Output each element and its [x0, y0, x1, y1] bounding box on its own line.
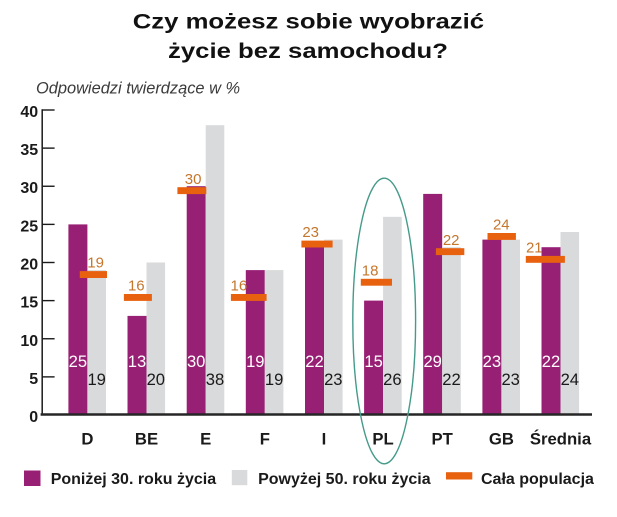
- svg-text:Cała populacja: Cała populacja: [481, 471, 594, 488]
- svg-text:19: 19: [87, 370, 105, 389]
- svg-text:16: 16: [128, 278, 145, 295]
- svg-text:22: 22: [542, 352, 560, 371]
- svg-text:24: 24: [493, 217, 510, 234]
- svg-text:20: 20: [20, 257, 38, 274]
- svg-text:GB: GB: [489, 429, 514, 448]
- svg-text:18: 18: [362, 262, 379, 279]
- svg-text:PT: PT: [432, 429, 454, 448]
- svg-text:I: I: [322, 429, 327, 448]
- svg-text:D: D: [81, 429, 93, 448]
- svg-text:19: 19: [87, 255, 104, 272]
- svg-text:PL: PL: [372, 429, 393, 448]
- svg-text:23: 23: [483, 352, 501, 371]
- svg-text:21: 21: [526, 240, 543, 257]
- svg-text:22: 22: [442, 370, 460, 389]
- svg-text:życie bez samochodu?: życie bez samochodu?: [168, 39, 448, 62]
- svg-text:E: E: [200, 429, 211, 448]
- svg-text:19: 19: [246, 352, 264, 371]
- svg-text:26: 26: [383, 370, 401, 389]
- svg-text:23: 23: [302, 224, 319, 241]
- svg-text:29: 29: [423, 352, 441, 371]
- svg-text:Czy możesz sobie wyobrazić: Czy możesz sobie wyobrazić: [133, 10, 484, 33]
- svg-text:Odpowiedzi twierdzące w %: Odpowiedzi twierdzące w %: [36, 79, 240, 97]
- svg-text:25: 25: [20, 218, 38, 235]
- svg-text:22: 22: [443, 232, 460, 249]
- svg-text:10: 10: [20, 333, 38, 350]
- svg-text:F: F: [260, 429, 270, 448]
- svg-text:24: 24: [561, 370, 579, 389]
- svg-text:23: 23: [324, 370, 342, 389]
- svg-text:15: 15: [20, 295, 38, 312]
- svg-text:25: 25: [69, 352, 87, 371]
- svg-text:Powyżej 50. roku życia: Powyżej 50. roku życia: [258, 471, 431, 488]
- svg-text:35: 35: [20, 142, 38, 159]
- svg-text:22: 22: [305, 352, 323, 371]
- svg-text:Średnia: Średnia: [530, 429, 592, 448]
- svg-text:Poniżej 30. roku życia: Poniżej 30. roku życia: [51, 471, 217, 488]
- svg-text:38: 38: [206, 370, 224, 389]
- svg-text:23: 23: [501, 370, 519, 389]
- svg-text:16: 16: [231, 278, 248, 295]
- svg-text:15: 15: [364, 352, 382, 371]
- svg-text:30: 30: [20, 180, 38, 197]
- svg-text:13: 13: [128, 352, 146, 371]
- svg-text:40: 40: [20, 104, 38, 121]
- svg-text:0: 0: [29, 409, 38, 426]
- svg-text:30: 30: [187, 352, 205, 371]
- svg-text:20: 20: [147, 370, 165, 389]
- svg-text:30: 30: [185, 171, 202, 188]
- svg-text:BE: BE: [135, 429, 158, 448]
- svg-text:5: 5: [29, 371, 38, 388]
- svg-text:19: 19: [265, 370, 283, 389]
